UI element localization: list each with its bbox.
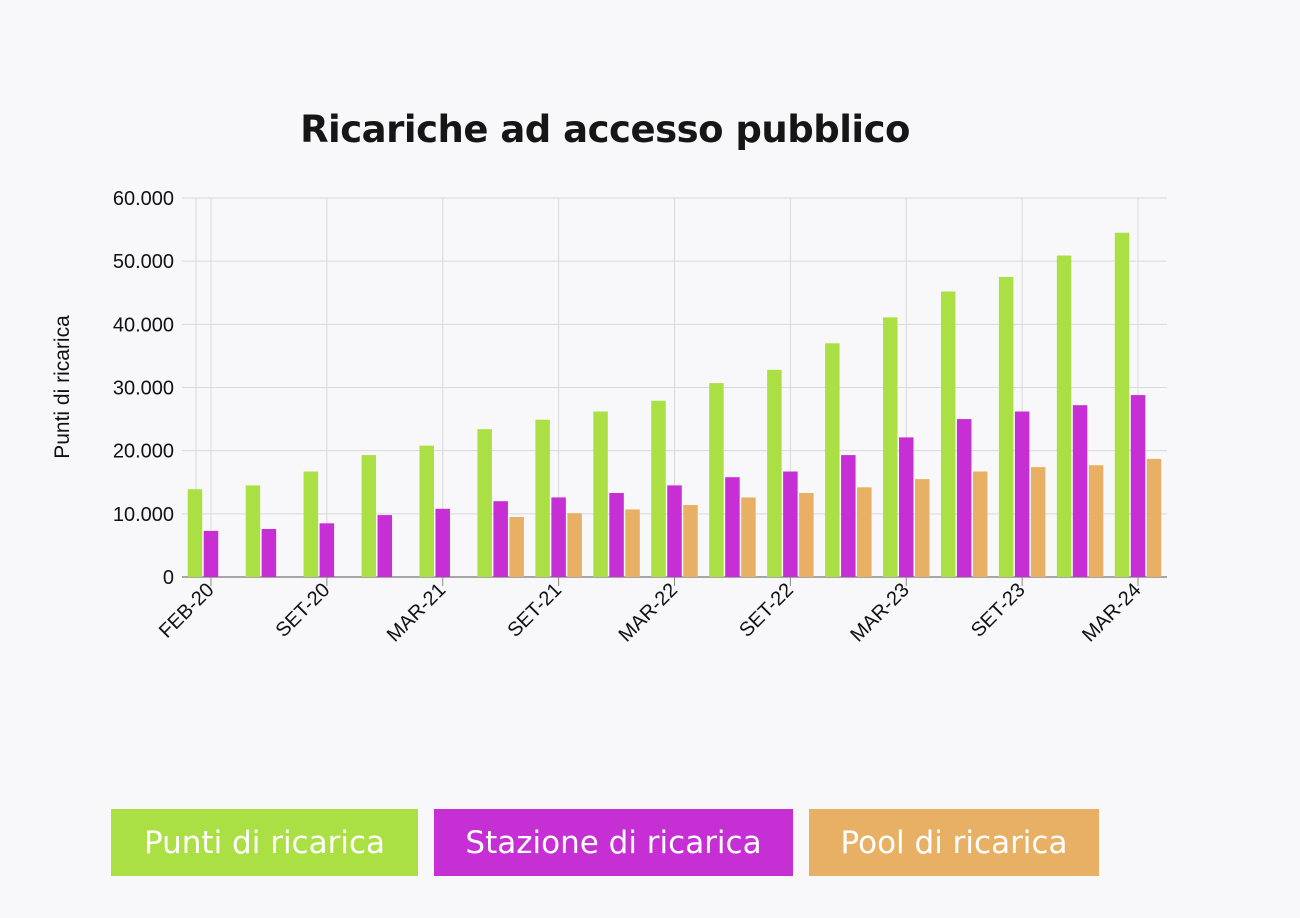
x-tick-label: SET-22 xyxy=(735,579,798,642)
bar xyxy=(915,479,930,577)
bar xyxy=(1056,255,1072,577)
bar xyxy=(203,530,219,577)
bar xyxy=(725,477,740,577)
legend-item-pool[interactable]: Pool di ricarica xyxy=(809,809,1099,876)
y-tick-label: 20.000 xyxy=(113,441,174,463)
bar xyxy=(883,317,898,577)
bar xyxy=(857,487,872,577)
x-tick-label: MAR-24 xyxy=(1078,579,1145,646)
y-tick-label: 30.000 xyxy=(113,378,174,400)
x-tick-label: SET-20 xyxy=(272,579,335,642)
bar xyxy=(1088,465,1104,577)
bar xyxy=(477,429,492,577)
bar xyxy=(303,471,319,577)
y-tick-label: 10.000 xyxy=(113,504,174,526)
bar xyxy=(683,504,698,577)
bar xyxy=(1072,405,1088,577)
bar xyxy=(361,455,377,577)
bar xyxy=(651,400,666,577)
x-tick-label: SET-23 xyxy=(967,579,1030,642)
y-tick-label: 60.000 xyxy=(113,188,174,210)
bar xyxy=(972,471,988,577)
bar xyxy=(593,411,608,577)
bar xyxy=(567,513,582,577)
bar xyxy=(609,492,624,577)
legend-item-punti[interactable]: Punti di ricarica xyxy=(111,809,418,876)
bar xyxy=(245,485,261,577)
bar xyxy=(667,485,682,577)
legend: Punti di ricarica Stazione di ricarica P… xyxy=(111,809,1099,876)
bar xyxy=(1114,232,1130,577)
x-tick-label: MAR-22 xyxy=(615,579,682,646)
y-axis-title: Punti di ricarica xyxy=(51,315,74,459)
bar xyxy=(799,492,814,577)
bar xyxy=(493,501,508,577)
bar xyxy=(940,291,956,577)
bar xyxy=(767,369,782,577)
bar xyxy=(1030,467,1046,577)
y-tick-label: 50.000 xyxy=(113,251,174,273)
bar xyxy=(841,455,856,577)
bar xyxy=(551,497,566,577)
x-tick-label: MAR-21 xyxy=(383,579,450,646)
x-tick-label: MAR-23 xyxy=(846,579,913,646)
bar xyxy=(825,343,840,577)
bar xyxy=(998,276,1014,577)
bar xyxy=(1014,411,1030,577)
bar xyxy=(261,528,277,577)
bar xyxy=(709,383,724,577)
y-tick-label: 0 xyxy=(163,567,174,589)
bar xyxy=(319,523,335,577)
bar xyxy=(435,508,450,577)
bar xyxy=(1146,458,1162,577)
bar xyxy=(741,497,756,577)
bar xyxy=(187,489,203,577)
bar xyxy=(1130,395,1146,577)
x-tick-label: SET-21 xyxy=(503,579,566,642)
y-tick-label: 40.000 xyxy=(113,314,174,336)
bar xyxy=(509,516,524,577)
bar xyxy=(535,419,550,577)
chart-title: Ricariche ad accesso pubblico xyxy=(300,108,910,151)
bar xyxy=(899,437,914,577)
bar xyxy=(625,509,640,577)
bar xyxy=(956,419,972,577)
bar xyxy=(419,445,434,577)
bar xyxy=(377,515,393,577)
legend-item-stazione[interactable]: Stazione di ricarica xyxy=(434,809,793,876)
bar xyxy=(783,471,798,577)
